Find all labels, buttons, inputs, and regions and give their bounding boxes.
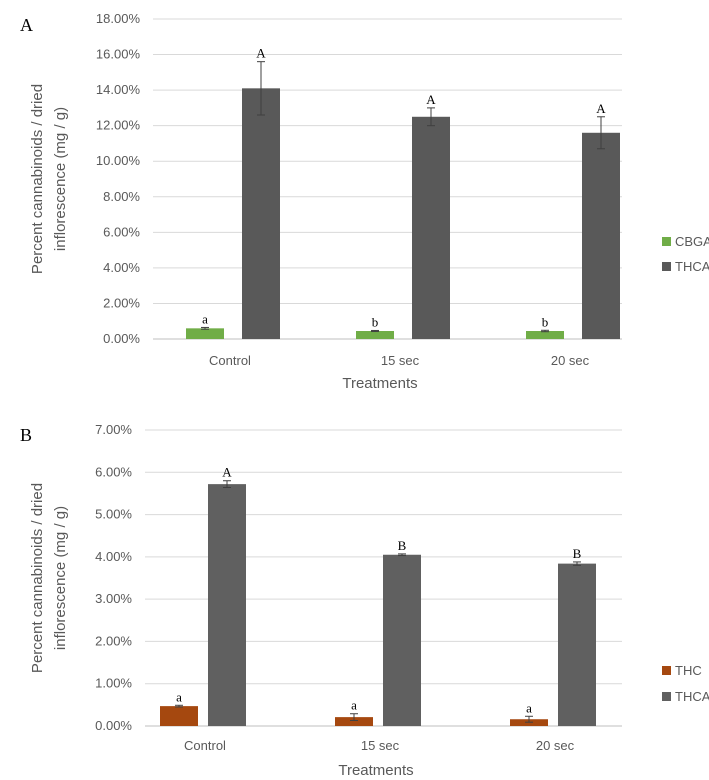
chart-panel-b: B 0.00% 1.00% 2.00% 3.00% 4.00% 5.00% 6.00% 7.00…: [20, 422, 709, 779]
significance-letter: B: [573, 546, 582, 561]
y-tick-label: 4.00%: [103, 260, 140, 275]
bar: [335, 717, 373, 726]
significance-letter: B: [398, 538, 407, 553]
y-tick-label: 5.00%: [95, 507, 132, 522]
legend-label: THC: [675, 663, 702, 678]
panel-label: B: [20, 425, 32, 445]
significance-letter: a: [526, 700, 532, 715]
y-tick-label: 0.00%: [103, 331, 140, 346]
x-axis-title: Treatments: [342, 375, 417, 392]
y-tick-label: 14.00%: [96, 82, 141, 97]
y-axis-title: inflorescence (mg / g): [52, 506, 69, 650]
x-tick-label: 15 sec: [381, 353, 420, 368]
significance-letter: A: [426, 92, 436, 107]
bar: [558, 563, 596, 726]
y-axis-title: inflorescence (mg / g): [52, 107, 69, 251]
x-axis-title: Treatments: [338, 762, 413, 779]
y-tick-label: 10.00%: [96, 153, 141, 168]
y-tick-label: 2.00%: [103, 295, 140, 310]
legend-label: CBGA: [675, 234, 709, 249]
y-tick-label: 8.00%: [103, 189, 140, 204]
x-tick-label: Control: [184, 738, 226, 753]
legend-label: THCA: [675, 259, 709, 274]
y-tick-label: 18.00%: [96, 11, 141, 26]
x-tick-label: Control: [209, 353, 251, 368]
significance-letter: a: [202, 311, 208, 326]
y-tick-label: 4.00%: [95, 549, 132, 564]
significance-letter: A: [222, 465, 232, 480]
x-tick-label: 15 sec: [361, 738, 400, 753]
significance-letter: A: [596, 101, 606, 116]
significance-letter: a: [351, 698, 357, 713]
y-axis-title: Percent cannabinoids / dried: [29, 483, 46, 673]
bar: [582, 132, 620, 339]
x-tick-label: 20 sec: [536, 738, 575, 753]
significance-letter: a: [176, 689, 182, 704]
legend-swatch: [662, 666, 671, 675]
y-tick-label: 3.00%: [95, 591, 132, 606]
bar: [356, 331, 394, 339]
y-tick-label: 0.00%: [95, 718, 132, 733]
bar: [526, 331, 564, 339]
legend-swatch: [662, 237, 671, 246]
legend-swatch: [662, 262, 671, 271]
panel-label: A: [20, 15, 33, 35]
legend-label: THCA: [675, 689, 709, 704]
y-tick-label: 7.00%: [95, 422, 132, 437]
x-tick-label: 20 sec: [551, 353, 590, 368]
significance-letter: b: [542, 314, 549, 329]
bar: [383, 554, 421, 726]
significance-letter: b: [372, 314, 379, 329]
y-axis-title: Percent cannabinoids / dried: [29, 84, 46, 274]
y-tick-label: 16.00%: [96, 47, 141, 62]
legend-swatch: [662, 692, 671, 701]
y-tick-label: 6.00%: [95, 464, 132, 479]
bar: [160, 706, 198, 726]
chart-panel-a: A 0.00% 2.00% 4.00% 6.00% 8.00% 10.00% 12.00% 14…: [20, 11, 709, 392]
bar: [242, 88, 280, 339]
bar: [412, 116, 450, 340]
y-tick-label: 2.00%: [95, 633, 132, 648]
bar: [186, 328, 224, 339]
y-tick-label: 12.00%: [96, 118, 141, 133]
y-tick-label: 1.00%: [95, 676, 132, 691]
bar: [208, 484, 246, 726]
significance-letter: A: [256, 46, 266, 61]
y-tick-label: 6.00%: [103, 224, 140, 239]
